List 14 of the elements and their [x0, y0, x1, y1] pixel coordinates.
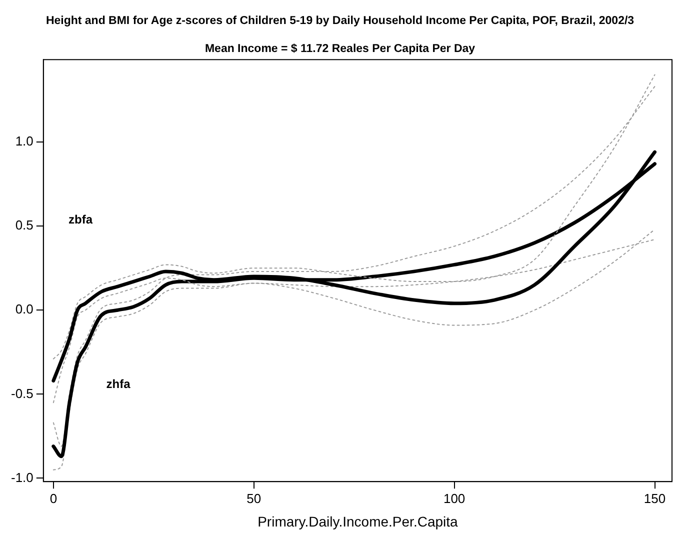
- y-tick-label: 1.0: [15, 134, 34, 149]
- chart-subtitle: Mean Income = $ 11.72 Reales Per Capita Per Day: [204, 42, 476, 55]
- x-tick-label: 0: [50, 490, 58, 506]
- x-axis-title: Primary.Daily.Income.Per.Capita: [258, 513, 458, 530]
- x-tick-label: 150: [644, 490, 666, 506]
- annotation: zhfa: [106, 376, 131, 391]
- y-tick-label: -0.5: [10, 386, 34, 401]
- x-tick-label: 50: [246, 490, 262, 506]
- y-tick-label: -1.0: [10, 470, 34, 485]
- y-tick-label: 0.0: [15, 302, 34, 317]
- y-tick-label: 0.5: [15, 218, 34, 233]
- chart-title: Height and BMI for Age z-scores of Children 5-19 by Daily Household Income Per Capita, POF, Brazil, 2002/3: [46, 15, 634, 28]
- x-tick-label: 100: [443, 490, 466, 506]
- annotation: zbfa: [68, 212, 93, 226]
